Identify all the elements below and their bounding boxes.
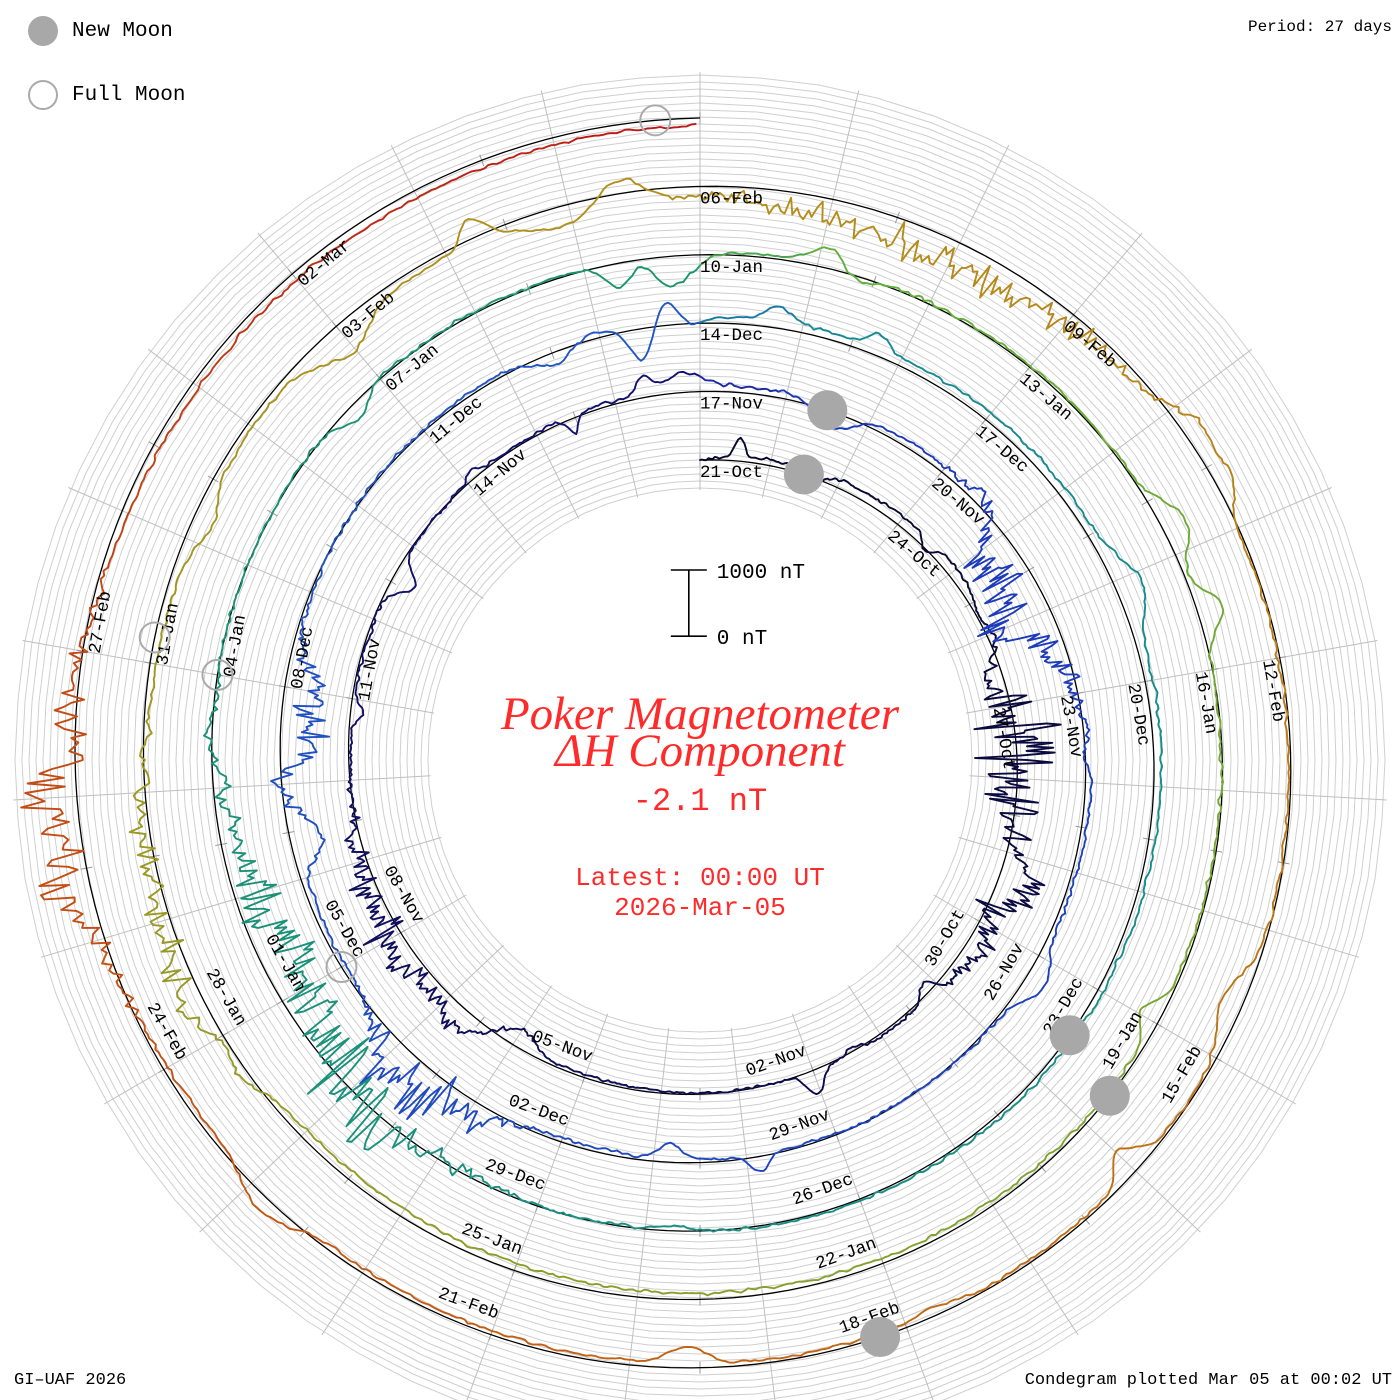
svg-text:Latest: 00:00 UT: Latest: 00:00 UT <box>575 863 825 893</box>
svg-text:0 nT: 0 nT <box>717 628 767 651</box>
svg-text:17-Nov: 17-Nov <box>700 395 763 415</box>
svg-text:06-Feb: 06-Feb <box>700 189 763 209</box>
svg-text:ΔH Component: ΔH Component <box>553 725 846 777</box>
svg-text:14-Dec: 14-Dec <box>700 326 763 346</box>
svg-text:21-Oct: 21-Oct <box>700 463 763 483</box>
svg-text:-2.1 nT: -2.1 nT <box>633 783 767 820</box>
svg-text:10-Jan: 10-Jan <box>700 258 763 278</box>
svg-text:1000 nT: 1000 nT <box>717 562 805 585</box>
svg-text:2026-Mar-05: 2026-Mar-05 <box>614 893 786 923</box>
